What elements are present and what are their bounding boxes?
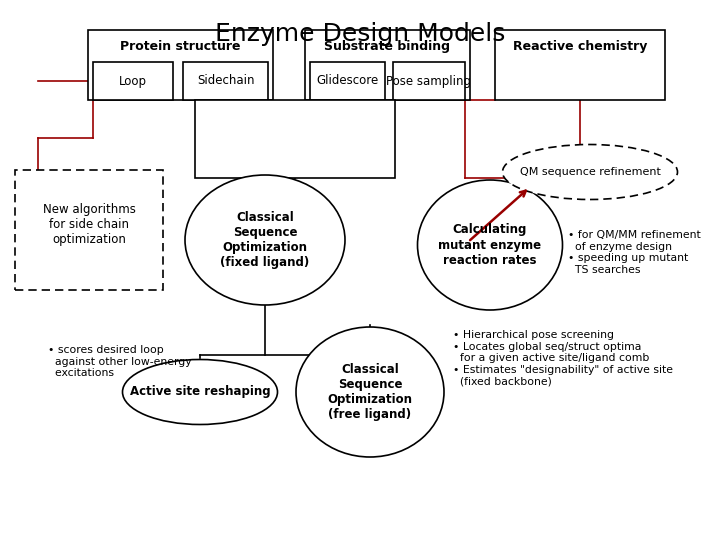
Text: Loop: Loop <box>119 75 147 87</box>
Text: Pose sampling: Pose sampling <box>387 75 472 87</box>
Text: New algorithms
for side chain
optimization: New algorithms for side chain optimizati… <box>42 204 135 246</box>
Text: • Hierarchical pose screening
• Locates global seq/struct optima
  for a given a: • Hierarchical pose screening • Locates … <box>453 330 673 387</box>
Bar <box>88 30 273 100</box>
Bar <box>195 100 395 178</box>
Ellipse shape <box>503 145 678 199</box>
Text: Calculating
mutant enzyme
reaction rates: Calculating mutant enzyme reaction rates <box>438 224 541 267</box>
Text: Sidechain: Sidechain <box>197 75 254 87</box>
Bar <box>305 30 470 100</box>
Text: QM sequence refinement: QM sequence refinement <box>520 167 660 177</box>
Bar <box>93 62 173 100</box>
Text: Classical
Sequence
Optimization
(free ligand): Classical Sequence Optimization (free li… <box>328 363 413 421</box>
Text: • scores desired loop
  against other low-energy
  excitations: • scores desired loop against other low-… <box>48 345 192 378</box>
Text: Enzyme Design Models: Enzyme Design Models <box>215 22 505 46</box>
Bar <box>393 62 465 100</box>
Bar <box>495 30 665 100</box>
Text: Substrate binding: Substrate binding <box>325 40 451 53</box>
Bar <box>310 62 385 100</box>
Text: Classical
Sequence
Optimization
(fixed ligand): Classical Sequence Optimization (fixed l… <box>220 211 310 269</box>
Ellipse shape <box>185 175 345 305</box>
Bar <box>183 62 268 100</box>
Text: Reactive chemistry: Reactive chemistry <box>513 40 647 53</box>
Text: Protein structure: Protein structure <box>120 40 240 53</box>
Ellipse shape <box>122 360 277 424</box>
Ellipse shape <box>418 180 562 310</box>
Ellipse shape <box>296 327 444 457</box>
Text: • for QM/MM refinement
  of enzyme design
• speeding up mutant
  TS searches: • for QM/MM refinement of enzyme design … <box>568 230 701 275</box>
Bar <box>15 170 163 290</box>
Text: Glidescore: Glidescore <box>316 75 379 87</box>
Text: Active site reshaping: Active site reshaping <box>130 386 270 399</box>
